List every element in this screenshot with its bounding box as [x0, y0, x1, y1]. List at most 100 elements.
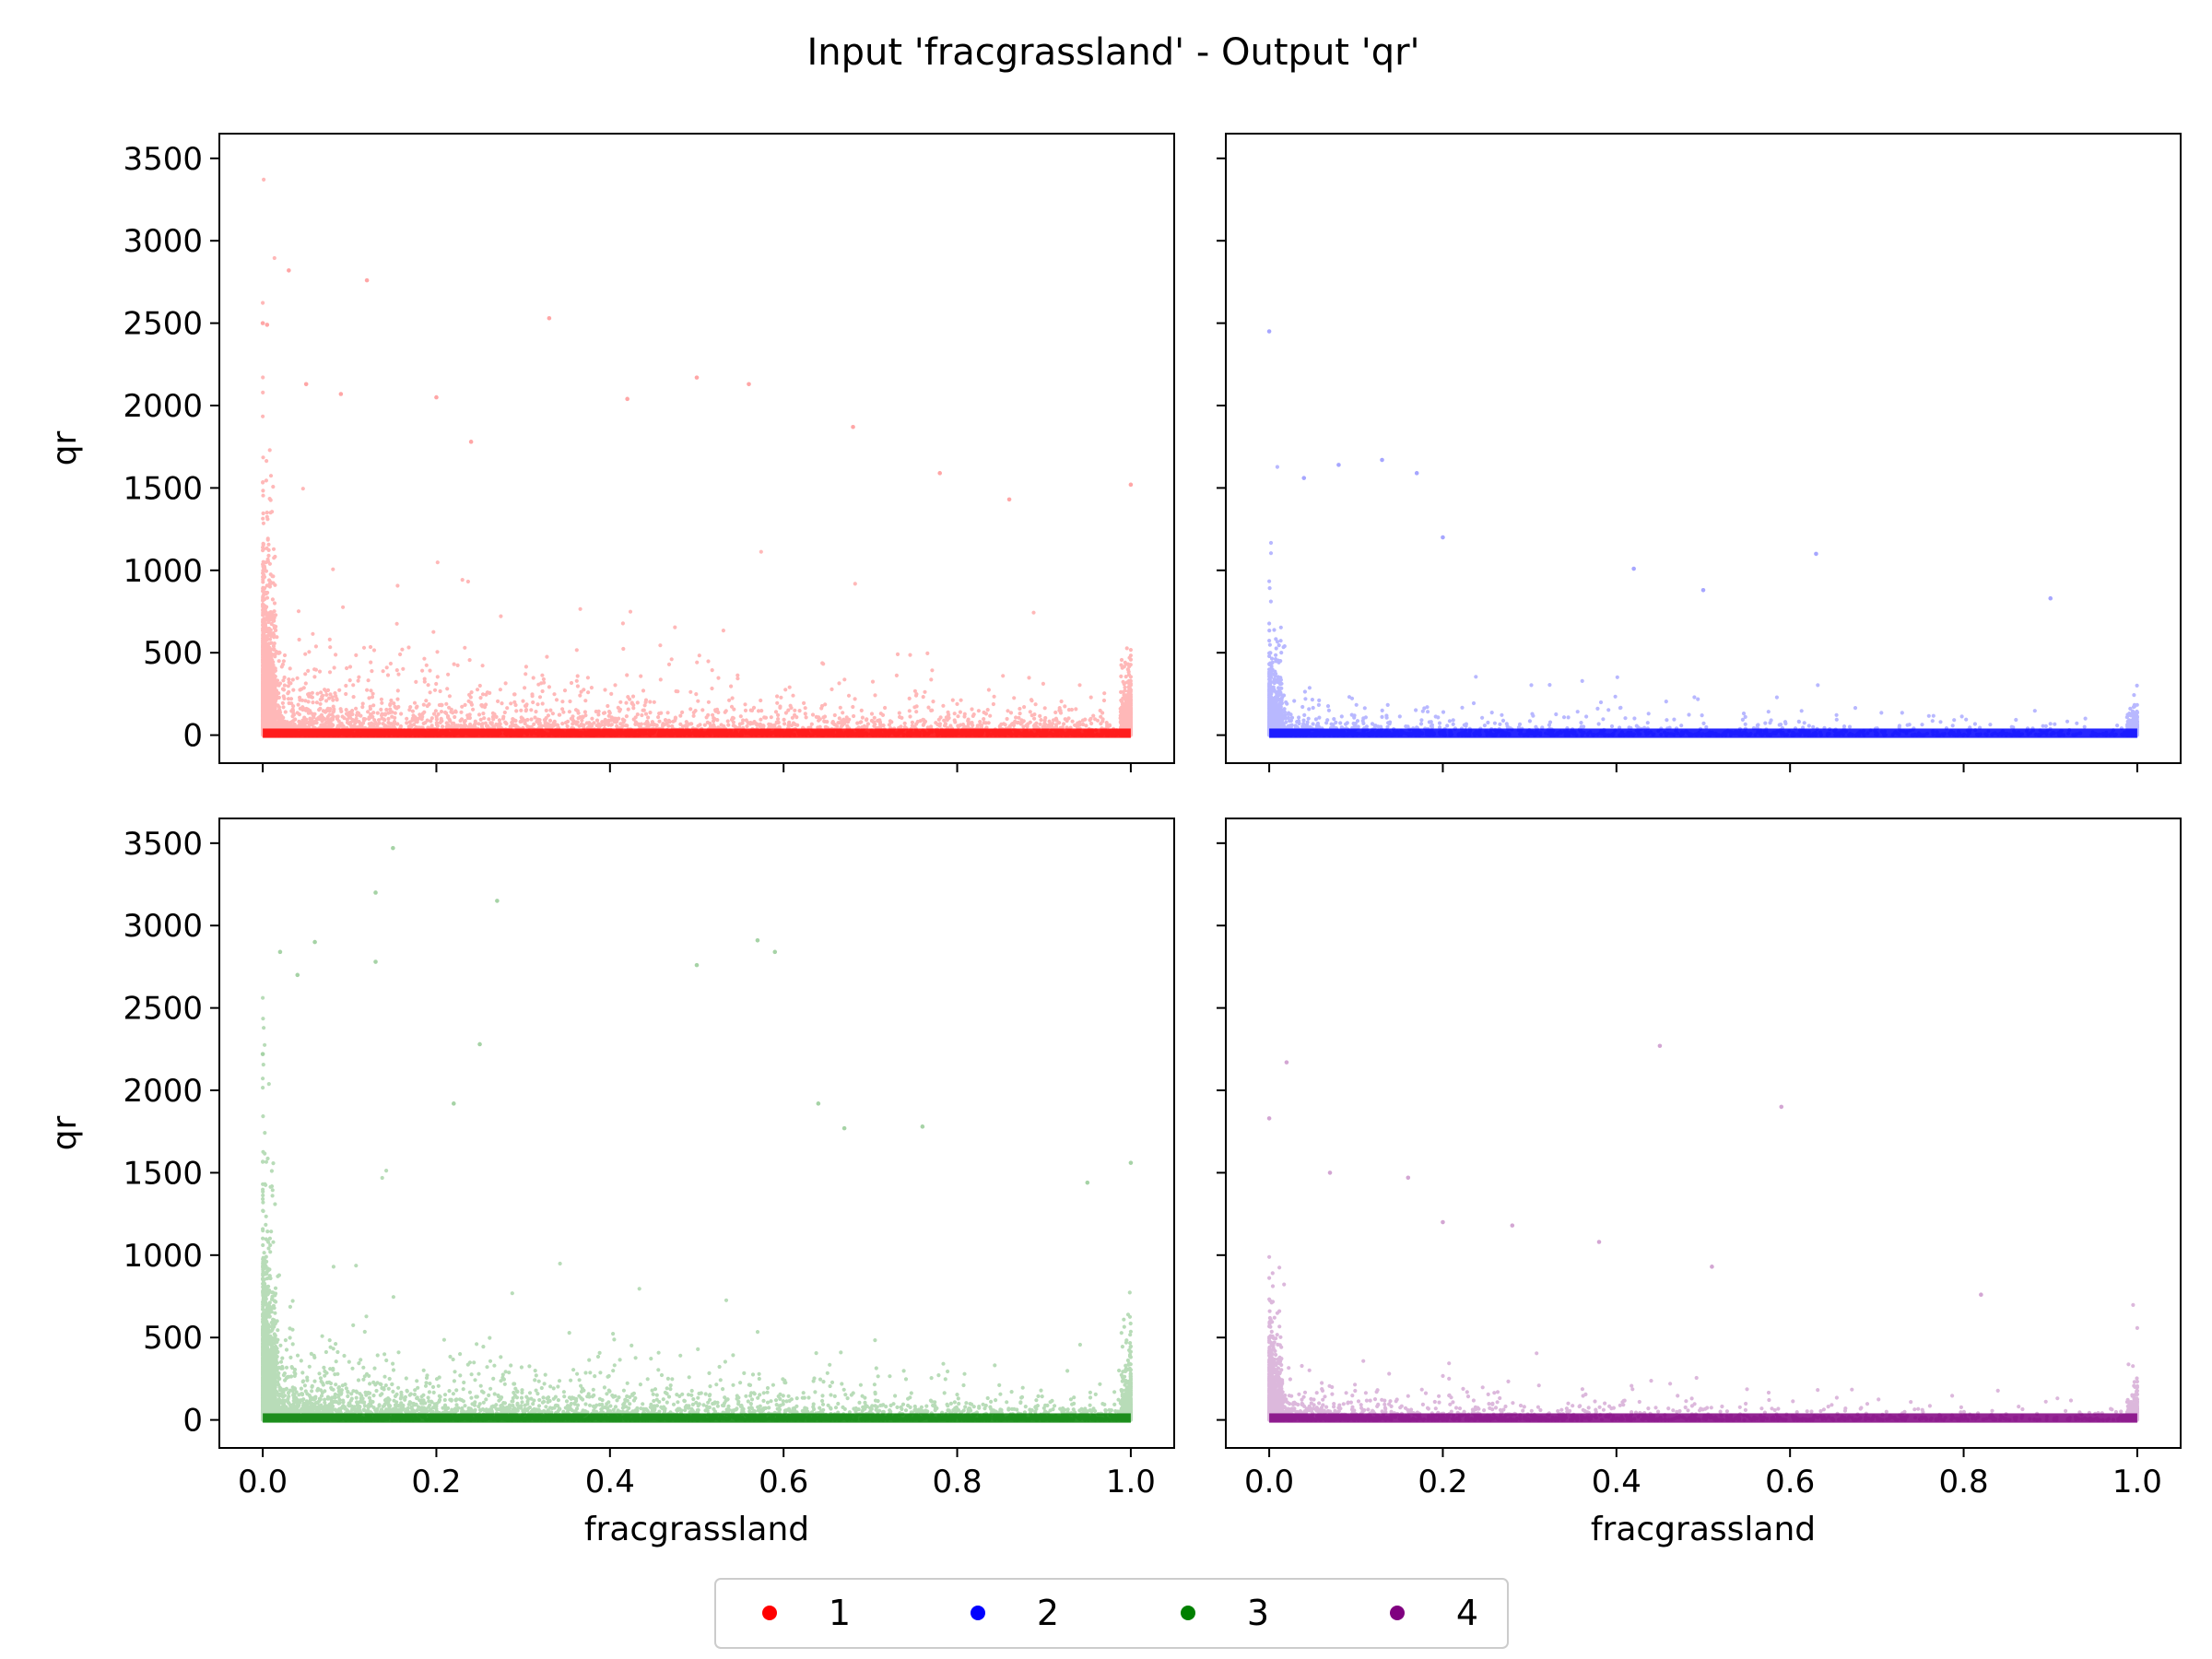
y-tick-label: 2000: [123, 1073, 203, 1110]
scatter-outlier-point: [434, 394, 439, 400]
scatter-outlier-point: [1085, 1180, 1090, 1185]
scatter-outlier-point: [477, 1041, 482, 1047]
scatter-outlier-point: [625, 396, 629, 402]
scatter-outlier-point: [1631, 566, 1636, 571]
y-tick-label: 1000: [123, 1238, 203, 1275]
y-tick-label: 0: [182, 1403, 203, 1440]
scatter-outlier-point: [451, 1101, 456, 1106]
subplot-bottom-right: 0.0 0.2 0.4 0.6 0.8 1.0 fracgrassland: [1217, 818, 2182, 1548]
x-axis-label: fracgrassland: [1591, 1511, 1816, 1548]
scatter-cloud: [261, 177, 1134, 737]
subplot-grid: 0 500 1000 1500 2000 2500 3000 3500 qr 0.0 0.2 0.4 0…: [46, 133, 2182, 1548]
scatter-outlier-point: [1814, 551, 1818, 557]
legend: 1 2 3 4: [714, 1578, 1509, 1649]
scatter-outlier-point: [1414, 471, 1419, 476]
scatter-outlier-point: [816, 1101, 821, 1106]
x-tick-label: 1.0: [2112, 1464, 2162, 1500]
y-tick-label: 2500: [123, 991, 203, 1028]
x-tick-label: 0.4: [585, 1464, 635, 1500]
scatter-outlier-point: [287, 268, 291, 273]
legend-label: 2: [1037, 1593, 1059, 1633]
scatter-outlier-point: [303, 382, 309, 387]
scatter-outlier-point: [495, 899, 500, 903]
scatter-baseline-band: [1269, 1413, 2137, 1423]
scatter-outlier-point: [841, 1125, 847, 1131]
scatter-outlier-point: [1006, 497, 1012, 502]
legend-marker: [762, 1606, 777, 1620]
axes-frame: [218, 133, 1175, 764]
scatter-outlier-point: [260, 321, 265, 325]
y-tick-label: 500: [143, 635, 203, 672]
scatter-outlier-point: [1406, 1175, 1411, 1181]
legend-item-4: 4: [1390, 1593, 1478, 1633]
scatter-outlier-point: [1380, 457, 1384, 463]
y-tick-label: 2500: [123, 306, 203, 343]
y-tick-label: 1000: [123, 553, 203, 590]
legend-box: [714, 1578, 1509, 1649]
scatter-outlier-point: [755, 938, 760, 943]
scatter-outlier-point: [1979, 1292, 1983, 1298]
scatter-cloud: [1267, 465, 2140, 737]
x-tick-label: 0.2: [411, 1464, 461, 1500]
scatter-outlier-point: [1336, 463, 1341, 467]
legend-item-2: 2: [971, 1593, 1059, 1633]
scatter-outlier-point: [312, 939, 317, 945]
legend-label: 1: [829, 1593, 851, 1633]
scatter-outlier-point: [1327, 1171, 1333, 1175]
y-tick-label: 1500: [123, 1155, 203, 1192]
scatter-points-2: [1266, 329, 2140, 738]
scatter-outlier-point: [1441, 1219, 1445, 1225]
scatter-outlier-point: [1657, 1043, 1663, 1049]
scatter-outlier-point: [391, 845, 395, 851]
scatter-outlier-point: [2048, 595, 2053, 601]
scatter-outlier-point: [1710, 1265, 1714, 1269]
y-tick-label: 500: [143, 1320, 203, 1357]
scatter-outlier-point: [1700, 587, 1706, 593]
x-tick-label: 0.2: [1418, 1464, 1467, 1500]
y-tick-label: 2000: [123, 388, 203, 425]
subplot-top-left: 0 500 1000 1500 2000 2500 3000 3500 qr: [46, 133, 1175, 772]
axes-frame: [1225, 133, 2182, 764]
scatter-outlier-point: [1596, 1240, 1602, 1244]
scatter-outlier-point: [851, 424, 855, 429]
scatter-outlier-point: [1779, 1104, 1784, 1110]
scatter-baseline-band: [263, 728, 1131, 738]
legend-marker: [971, 1606, 985, 1620]
scatter-outlier-point: [1510, 1223, 1515, 1228]
scatter-outlier-point: [772, 949, 778, 955]
scatter-points-1: [260, 177, 1134, 738]
scatter-outlier-point: [547, 315, 552, 321]
x-tick-label: 1.0: [1106, 1464, 1156, 1500]
scatter-points-4: [1266, 1043, 2140, 1423]
legend-marker: [1181, 1606, 1195, 1620]
scatter-outlier-point: [1128, 482, 1134, 488]
legend-item-3: 3: [1181, 1593, 1269, 1633]
scatter-outlier-point: [364, 277, 370, 283]
x-tick-label: 0.0: [238, 1464, 288, 1500]
x-tick-label: 0.6: [1765, 1464, 1815, 1500]
scatter-outlier-point: [373, 959, 378, 964]
legend-label: 4: [1456, 1593, 1478, 1633]
scatter-outlier-point: [694, 375, 700, 380]
scatter-baseline-band: [1269, 728, 2137, 738]
x-axis-label: fracgrassland: [584, 1511, 809, 1548]
scatter-outlier-point: [1266, 1116, 1272, 1121]
scatter-outlier-point: [920, 1124, 925, 1129]
scatter-outlier-point: [373, 890, 378, 895]
y-tick-label: 3500: [123, 826, 203, 863]
y-tick-label: 3500: [123, 141, 203, 178]
legend-label: 3: [1247, 1593, 1269, 1633]
subplot-top-right: [1217, 133, 2182, 772]
legend-marker: [1390, 1606, 1405, 1620]
x-tick-label: 0.4: [1592, 1464, 1641, 1500]
y-tick-label: 1500: [123, 470, 203, 507]
x-tick-label: 0.6: [759, 1464, 808, 1500]
scatter-outlier-point: [937, 471, 943, 476]
x-tick-label: 0.8: [933, 1464, 982, 1500]
axes-frame: [1225, 818, 2182, 1449]
scatter-outlier-point: [1441, 535, 1445, 540]
scatter-outlier-point: [1128, 1160, 1134, 1165]
y-tick-label: 3000: [123, 908, 203, 945]
y-axis-label: qr: [46, 430, 84, 465]
